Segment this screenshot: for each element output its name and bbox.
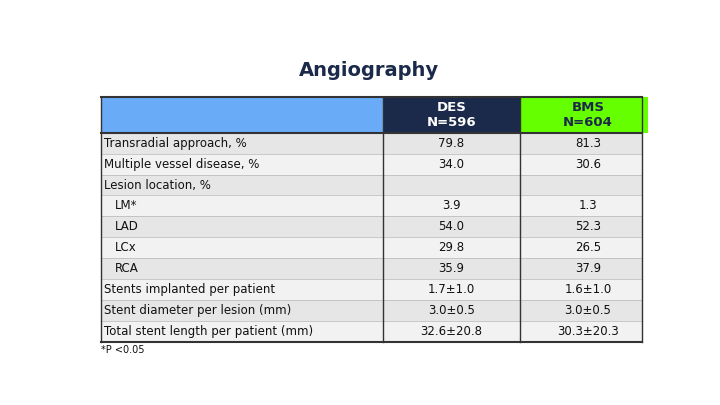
- Text: 3.0±0.5: 3.0±0.5: [564, 304, 611, 317]
- Text: LCx: LCx: [115, 241, 137, 254]
- Text: 79.8: 79.8: [438, 137, 464, 150]
- Text: LM*: LM*: [115, 199, 138, 213]
- Bar: [101, 279, 642, 300]
- Text: Multiple vessel disease, %: Multiple vessel disease, %: [104, 158, 259, 171]
- Bar: [101, 258, 642, 279]
- Text: 52.3: 52.3: [575, 220, 601, 233]
- Text: 29.8: 29.8: [438, 241, 464, 254]
- Text: 3.9: 3.9: [442, 199, 461, 213]
- Text: Stents implanted per patient: Stents implanted per patient: [104, 283, 275, 296]
- Text: 35.9: 35.9: [438, 262, 464, 275]
- Text: BMS: BMS: [572, 101, 605, 114]
- Bar: [101, 133, 642, 153]
- Bar: [101, 216, 642, 237]
- Bar: [101, 175, 642, 196]
- Text: 1.6±1.0: 1.6±1.0: [564, 283, 612, 296]
- Text: 1.3: 1.3: [579, 199, 598, 213]
- Text: 37.9: 37.9: [575, 262, 601, 275]
- Text: 1.7±1.0: 1.7±1.0: [428, 283, 475, 296]
- Text: N=604: N=604: [563, 116, 613, 129]
- Text: 30.3±20.3: 30.3±20.3: [557, 325, 619, 338]
- Text: N=596: N=596: [426, 116, 476, 129]
- Text: 34.0: 34.0: [438, 158, 464, 171]
- Text: Transradial approach, %: Transradial approach, %: [104, 137, 247, 150]
- Text: LAD: LAD: [115, 220, 139, 233]
- Text: Angiography: Angiography: [299, 61, 439, 80]
- Text: 3.0±0.5: 3.0±0.5: [428, 304, 474, 317]
- Text: Stent diameter per lesion (mm): Stent diameter per lesion (mm): [104, 304, 291, 317]
- Text: *P <0.05: *P <0.05: [101, 345, 145, 356]
- Text: DES: DES: [436, 101, 467, 114]
- Bar: [101, 153, 642, 175]
- Bar: [101, 196, 642, 216]
- Bar: [101, 237, 642, 258]
- Text: 54.0: 54.0: [438, 220, 464, 233]
- Text: 81.3: 81.3: [575, 137, 601, 150]
- Text: Total stent length per patient (mm): Total stent length per patient (mm): [104, 325, 313, 338]
- Bar: [101, 300, 642, 321]
- Text: 32.6±20.8: 32.6±20.8: [420, 325, 482, 338]
- Text: RCA: RCA: [115, 262, 139, 275]
- Text: 26.5: 26.5: [575, 241, 601, 254]
- Text: 30.6: 30.6: [575, 158, 601, 171]
- Text: Lesion location, %: Lesion location, %: [104, 179, 211, 192]
- Bar: [101, 321, 642, 342]
